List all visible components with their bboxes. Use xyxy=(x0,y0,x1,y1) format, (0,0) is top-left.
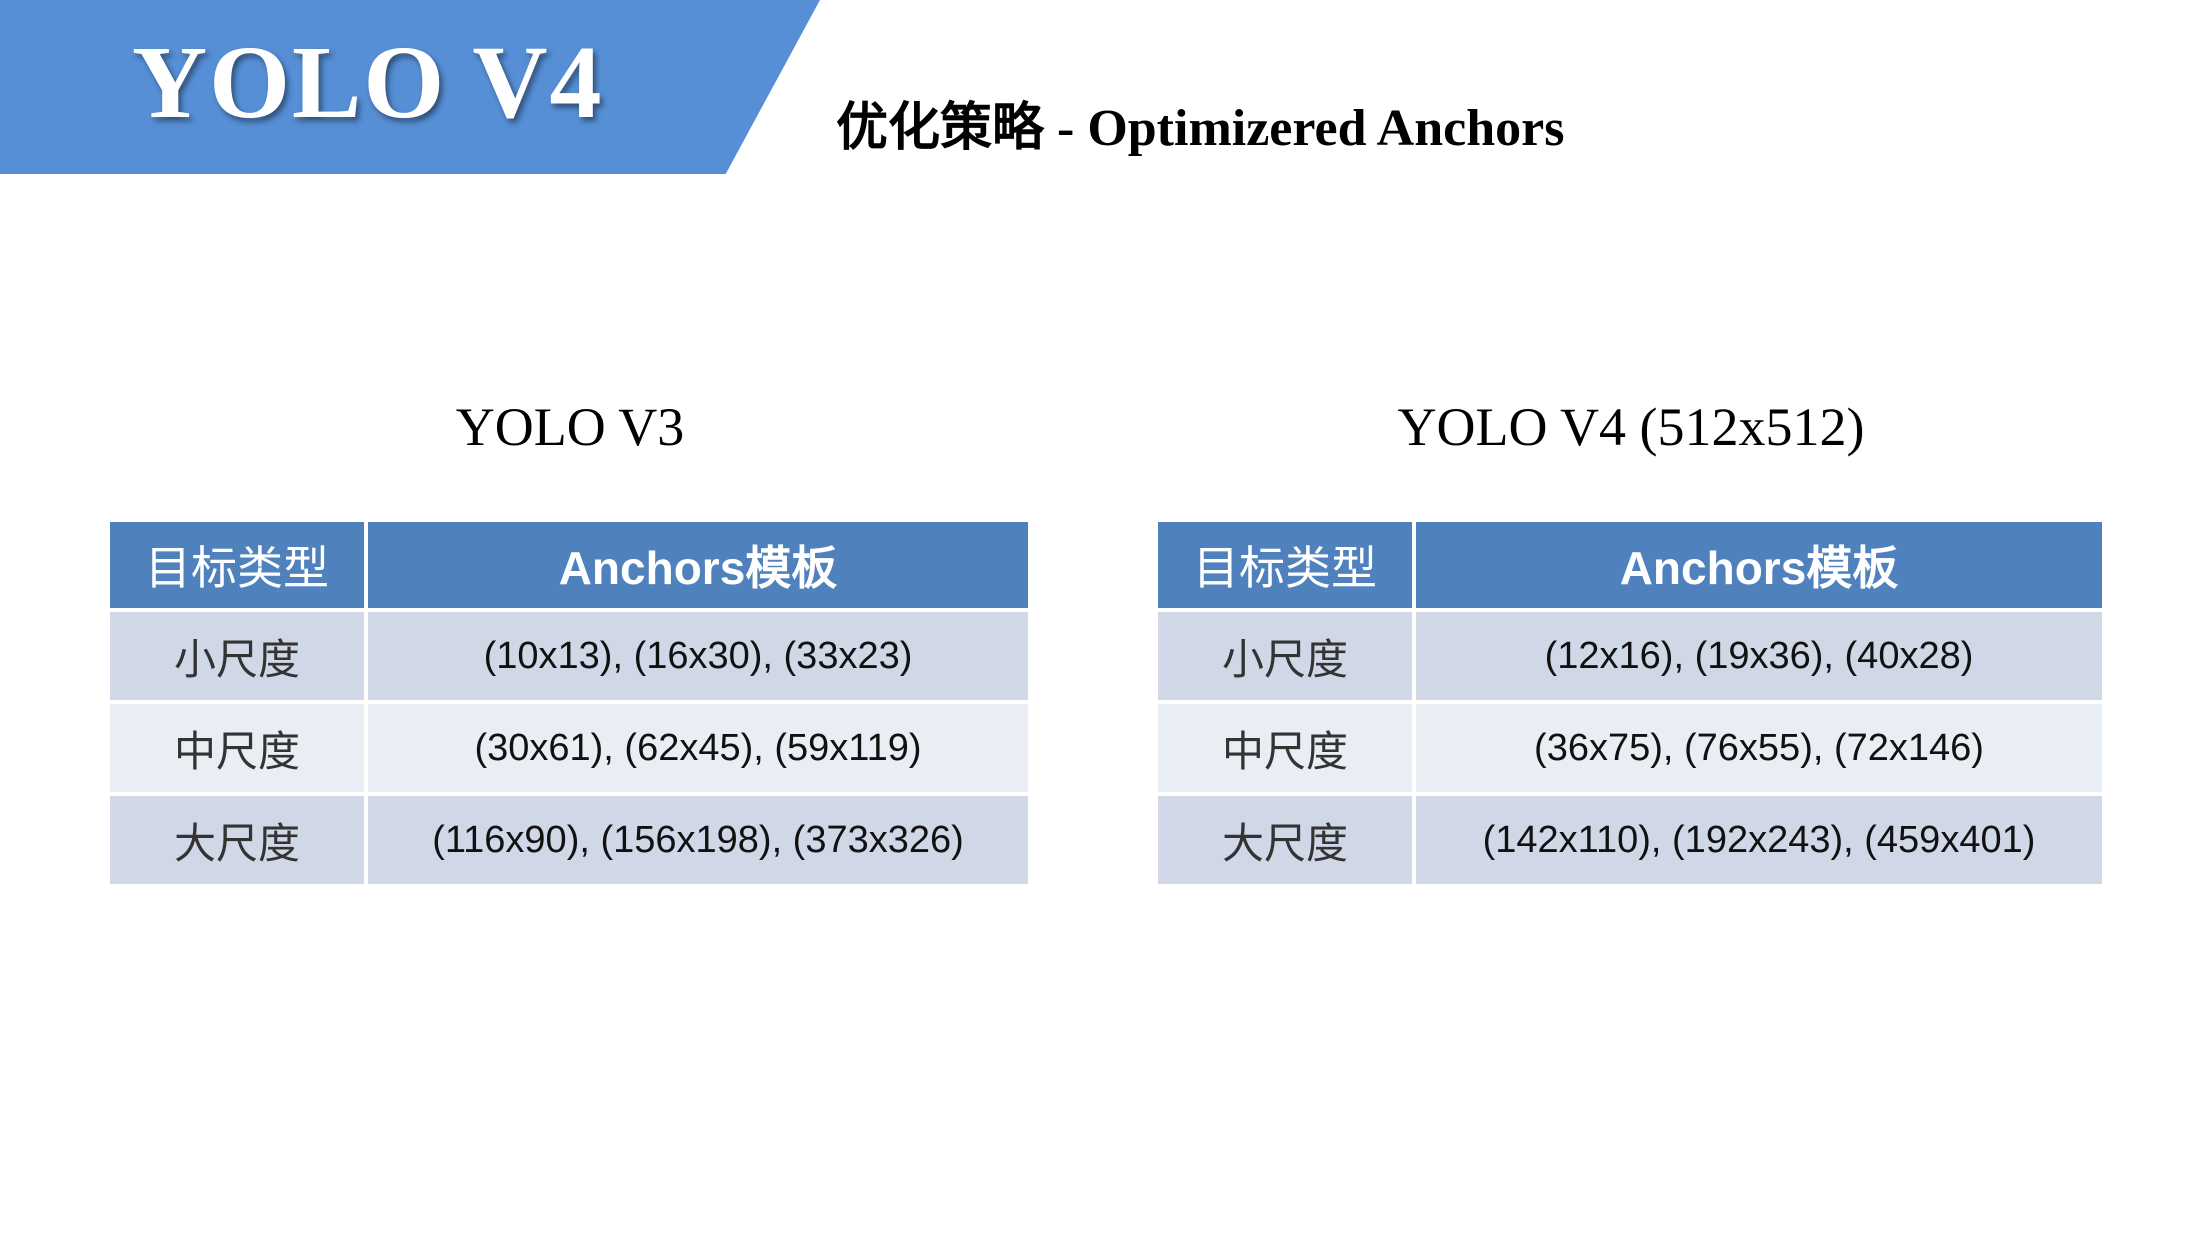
slide-title: YOLO V4 xyxy=(132,25,604,140)
table-row: 中尺度 (30x61), (62x45), (59x119) xyxy=(110,704,1028,792)
row-scale-label: 大尺度 xyxy=(1158,796,1412,884)
table-header-row: 目标类型 Anchors模板 xyxy=(110,522,1028,608)
row-anchors-value: (36x75), (76x55), (72x146) xyxy=(1416,704,2102,792)
row-scale-label: 中尺度 xyxy=(1158,704,1412,792)
table-row: 小尺度 (10x13), (16x30), (33x23) xyxy=(110,612,1028,700)
row-scale-label: 小尺度 xyxy=(110,612,364,700)
header-target-type: 目标类型 xyxy=(1158,522,1412,608)
row-scale-label: 大尺度 xyxy=(110,796,364,884)
row-anchors-value: (10x13), (16x30), (33x23) xyxy=(368,612,1028,700)
table-header-row: 目标类型 Anchors模板 xyxy=(1158,522,2102,608)
table-row: 大尺度 (142x110), (192x243), (459x401) xyxy=(1158,796,2102,884)
row-scale-label: 小尺度 xyxy=(1158,612,1412,700)
table-row: 中尺度 (36x75), (76x55), (72x146) xyxy=(1158,704,2102,792)
header-anchors-template: Anchors模板 xyxy=(1416,522,2102,608)
table-row: 大尺度 (116x90), (156x198), (373x326) xyxy=(110,796,1028,884)
header-target-type: 目标类型 xyxy=(110,522,364,608)
slide-subtitle: 优化策略 - Optimizered Anchors xyxy=(836,100,1565,157)
yolov3-anchors-table: 目标类型 Anchors模板 小尺度 (10x13), (16x30), (33… xyxy=(106,518,1032,888)
yolov4-table-title: YOLO V4 (512x512) xyxy=(1397,397,1865,457)
row-anchors-value: (116x90), (156x198), (373x326) xyxy=(368,796,1028,884)
yolov3-table-title: YOLO V3 xyxy=(455,397,685,457)
row-anchors-value: (30x61), (62x45), (59x119) xyxy=(368,704,1028,792)
yolov4-anchors-table: 目标类型 Anchors模板 小尺度 (12x16), (19x36), (40… xyxy=(1154,518,2106,888)
header-anchors-template: Anchors模板 xyxy=(368,522,1028,608)
row-scale-label: 中尺度 xyxy=(110,704,364,792)
table-row: 小尺度 (12x16), (19x36), (40x28) xyxy=(1158,612,2102,700)
row-anchors-value: (142x110), (192x243), (459x401) xyxy=(1416,796,2102,884)
row-anchors-value: (12x16), (19x36), (40x28) xyxy=(1416,612,2102,700)
title-banner xyxy=(0,0,820,174)
